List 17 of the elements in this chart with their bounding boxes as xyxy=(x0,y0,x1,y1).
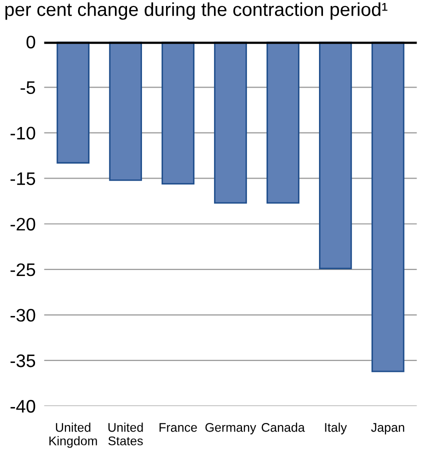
y-tick-label: -35 xyxy=(10,354,36,368)
chart-title: per cent change during the contraction period¹ xyxy=(5,2,388,20)
y-tick-label: -15 xyxy=(10,172,36,186)
x-tick-label: Germany xyxy=(205,422,256,434)
y-tick-label: -20 xyxy=(10,218,36,231)
y-tick-label: -30 xyxy=(10,308,36,322)
y-tick-label: -5 xyxy=(20,81,36,94)
x-tick-label: Japan xyxy=(371,423,404,434)
x-tick-label: France xyxy=(160,423,197,432)
y-tick-label: 0 xyxy=(26,36,36,48)
y-tick-label: -40 xyxy=(10,400,36,413)
y-tick-label: -25 xyxy=(10,263,36,276)
x-tick-label: United States xyxy=(108,422,143,446)
x-tick-label: Italy xyxy=(325,422,347,434)
y-tick-label: -10 xyxy=(10,126,36,140)
x-tick-label: Canada xyxy=(262,422,305,432)
x-tick-label: United Kingdom xyxy=(49,422,97,448)
